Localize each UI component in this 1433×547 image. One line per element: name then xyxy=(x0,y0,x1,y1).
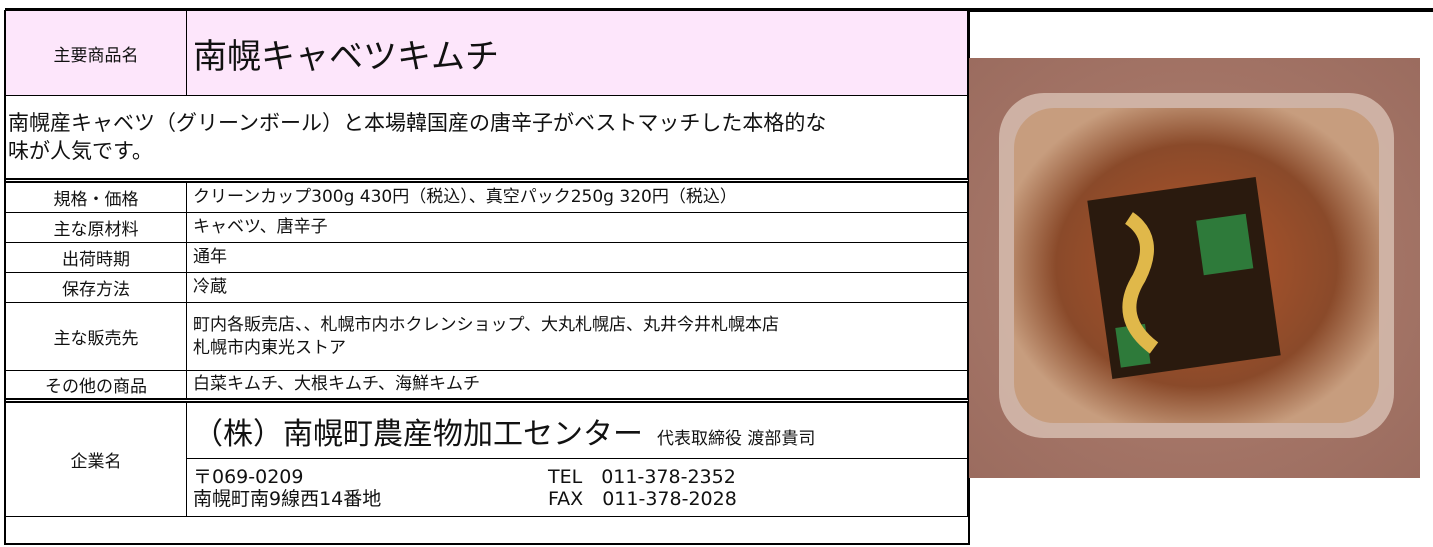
spec-line: 町内各販売店、、札幌市内ホクレンショップ、大丸札幌店、丸井今井札幌本店 xyxy=(193,314,779,335)
description-row: 南幌産キャベツ（グリーンボール）と本場韓国産の唐辛子がベストマッチした本格的な … xyxy=(5,95,968,181)
address: 南幌町南9線西14番地 xyxy=(193,487,382,510)
spec-row: 出荷時期 通年 xyxy=(5,242,968,273)
spec-line: 札幌市内東光ストア xyxy=(193,337,346,358)
address-line: 南幌町南9線西14番地 FAX 011-378-2028 xyxy=(193,488,961,510)
spec-line: 白菜キムチ、大根キムチ、海鮮キムチ xyxy=(193,374,480,394)
spec-row: その他の商品 白菜キムチ、大根キムチ、海鮮キムチ xyxy=(5,370,968,401)
description: 南幌産キャベツ（グリーンボール）と本場韓国産の唐辛子がベストマッチした本格的な … xyxy=(5,95,968,181)
tel: TEL 011-378-2352 xyxy=(548,465,736,488)
address-line: 〒069-0209 TEL 011-378-2352 xyxy=(193,466,961,488)
spec-line: 通年 xyxy=(193,247,227,267)
spec-value: キャベツ、唐辛子 xyxy=(186,212,968,243)
spec-row: 規格・価格 クリーンカップ300g 430円（税込）、真空パック250g 320円… xyxy=(5,180,968,213)
company-label: 企業名 xyxy=(5,398,187,517)
spec-line: クリーンカップ300g 430円（税込）、真空パック250g 320円（税込） xyxy=(193,187,737,207)
package-label xyxy=(1087,177,1281,379)
spec-row: 保存方法 冷蔵 xyxy=(5,272,968,303)
spec-label: 出荷時期 xyxy=(5,242,187,273)
company-name-cell: （株）南幌町農産物加工センター 代表取締役 渡部貴司 xyxy=(186,398,968,459)
address-row: 〒069-0209 TEL 011-378-2352 南幌町南9線西14番地 FAX… xyxy=(6,458,968,517)
spec-row: 主な販売先 町内各販売店、、札幌市内ホクレンショップ、大丸札幌店、丸井今井札幌本店… xyxy=(5,302,968,371)
product-table: 主要商品名 南幌キャベツキムチ 南幌産キャベツ（グリーンボール）と本場韓国産の唐… xyxy=(5,10,968,517)
spec-label: 保存方法 xyxy=(5,272,187,303)
description-line: 味が人気です。 xyxy=(8,139,153,163)
fax: FAX 011-378-2028 xyxy=(548,487,737,510)
label-brush xyxy=(1122,212,1159,354)
spec-line: キャベツ、唐辛子 xyxy=(193,217,328,237)
spec-value: 冷蔵 xyxy=(186,272,968,303)
spec-label: その他の商品 xyxy=(5,370,187,401)
address-cell: 〒069-0209 TEL 011-378-2352 南幌町南9線西14番地 FAX… xyxy=(186,458,968,517)
company-name: （株）南幌町農産物加工センター xyxy=(193,416,643,452)
spec-line: 冷蔵 xyxy=(193,277,227,297)
product-photo xyxy=(969,58,1420,478)
description-line: 南幌産キャベツ（グリーンボール）と本場韓国産の唐辛子がベストマッチした本格的な xyxy=(8,111,827,135)
company-row: 企業名 （株）南幌町農産物加工センター 代表取締役 渡部貴司 xyxy=(5,398,968,517)
representative: 代表取締役 渡部貴司 xyxy=(657,428,816,449)
spec-label: 規格・価格 xyxy=(5,180,187,213)
spec-row: 主な原材料 キャベツ、唐辛子 xyxy=(5,212,968,243)
label-green xyxy=(1196,213,1254,276)
postal: 〒069-0209 xyxy=(193,465,304,488)
header-row: 主要商品名 南幌キャベツキムチ xyxy=(5,10,968,96)
spec-value: 白菜キムチ、大根キムチ、海鮮キムチ xyxy=(186,370,968,401)
spec-label: 主な販売先 xyxy=(5,302,187,371)
spec-rows: 規格・価格 クリーンカップ300g 430円（税込）、真空パック250g 320円… xyxy=(5,180,968,401)
spec-label: 主な原材料 xyxy=(5,212,187,243)
spec-value: 通年 xyxy=(186,242,968,273)
spec-value: 町内各販売店、、札幌市内ホクレンショップ、大丸札幌店、丸井今井札幌本店 札幌市内東… xyxy=(186,302,968,371)
product-title: 南幌キャベツキムチ xyxy=(186,10,968,96)
header-label: 主要商品名 xyxy=(5,10,187,96)
spec-value: クリーンカップ300g 430円（税込）、真空パック250g 320円（税込） xyxy=(186,180,968,213)
